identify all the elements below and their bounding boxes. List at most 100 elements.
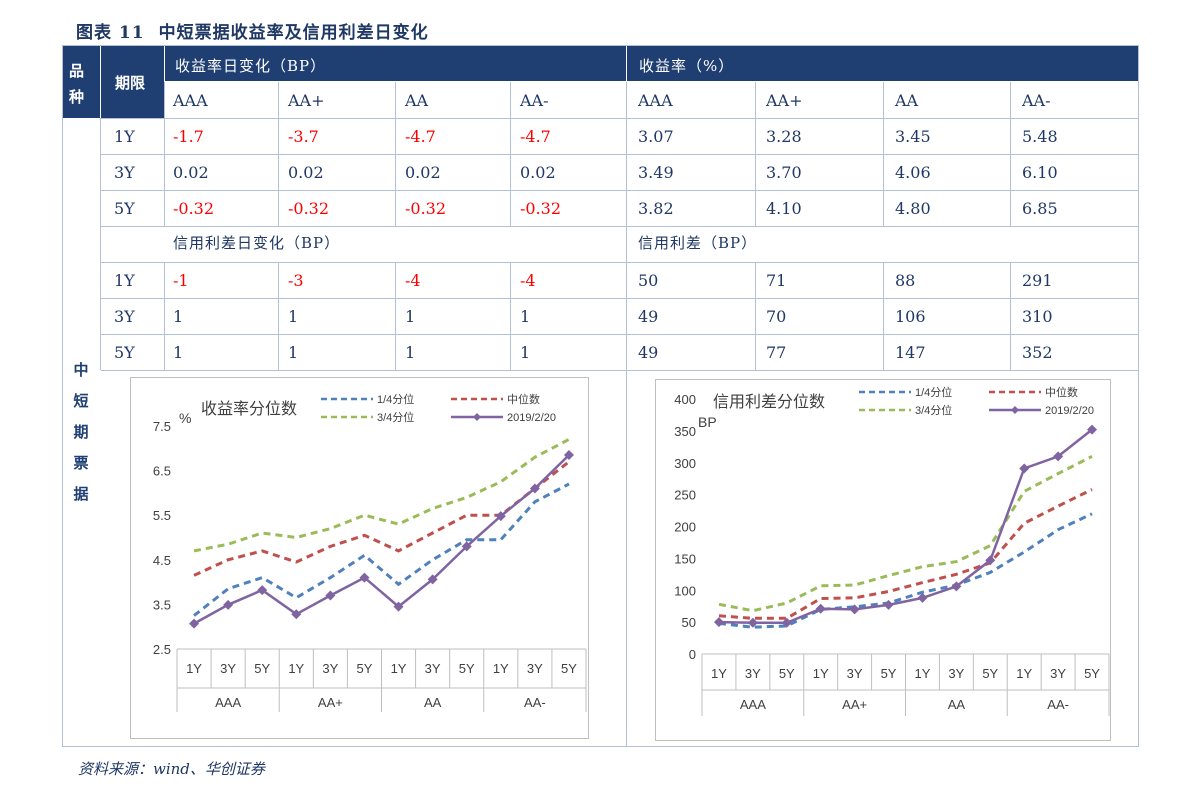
grid-line [101, 262, 1138, 263]
spread-header: 信用利差（BP） [638, 234, 758, 252]
data-point [849, 604, 860, 615]
y-tick-label: 7.5 [153, 419, 171, 434]
header-term: 期限 [101, 46, 164, 118]
x-tick-label: 3Y [948, 666, 964, 681]
y-tick-label: 250 [674, 488, 696, 503]
spread-cell: 310 [1022, 307, 1053, 326]
legend-label: 中位数 [507, 392, 540, 406]
legend-label: 2019/2/20 [507, 412, 556, 424]
spread-change-cell: -3 [288, 271, 304, 290]
grid-line [1010, 262, 1011, 370]
source-note: 资料来源：wind、华创证券 [78, 760, 265, 778]
series-line [718, 455, 1093, 613]
header-yield: 收益率（%） [627, 46, 1138, 81]
grid-line [510, 262, 511, 370]
spread-cell: 71 [766, 271, 787, 290]
x-tick-label: 5Y [561, 661, 577, 676]
grid-line [100, 118, 101, 370]
data-point [951, 581, 962, 592]
grid-line [278, 262, 279, 370]
x-tick-label: 1Y [288, 661, 304, 676]
term-cell: 5Y [114, 199, 135, 218]
data-point [1087, 424, 1098, 435]
group-label: AA+ [842, 697, 867, 712]
data-point [461, 541, 472, 552]
spread-change-cell: 1 [405, 307, 416, 326]
y-tick-label: 5.5 [153, 508, 171, 523]
grid-line [101, 334, 1138, 335]
y-tick-label: 300 [674, 456, 696, 471]
group-label: AA [948, 697, 966, 712]
yield-cell: 3.07 [638, 127, 674, 146]
spread-change-cell: 1 [173, 343, 184, 362]
legend-label: 3/4分位 [915, 403, 952, 417]
series-line [193, 454, 570, 625]
group-label: AAA [740, 697, 766, 712]
yield-cell: 4.06 [895, 163, 931, 182]
x-tick-label: 3Y [745, 666, 761, 681]
legend-label: 3/4分位 [377, 410, 414, 424]
header-yield-change-label: 收益率日变化（BP） [175, 57, 327, 75]
y-tick-label: 50 [682, 615, 696, 630]
legend-label: 1/4分位 [377, 392, 414, 406]
group-label: AA- [1047, 697, 1069, 712]
data-point [883, 599, 894, 610]
spread-change-cell: 1 [288, 307, 299, 326]
series-line [718, 488, 1093, 620]
yield-change-cell: 0.02 [520, 163, 556, 182]
yield-change-cell: -0.32 [288, 199, 330, 218]
group-label: AA+ [318, 695, 343, 710]
yield-cell: 4.10 [766, 199, 802, 218]
y-tick-label: 400 [674, 392, 696, 407]
yield-change-cell: 0.02 [173, 163, 209, 182]
figure-frame [62, 45, 1139, 747]
x-tick-label: 3Y [1050, 666, 1066, 681]
x-tick-label: 1Y [493, 661, 509, 676]
y-tick-label: 6.5 [153, 464, 171, 479]
grid-line [164, 262, 165, 370]
grid-line [1010, 82, 1011, 226]
yield-change-cell: 0.02 [405, 163, 441, 182]
figure-caption: 中短票据收益率及信用利差日变化 [158, 23, 429, 43]
spread-cell: 49 [638, 343, 659, 362]
grid-line [510, 82, 511, 226]
term-cell: 3Y [114, 307, 135, 326]
legend-marker [473, 413, 481, 421]
term-cell: 3Y [114, 163, 135, 182]
series-line [193, 482, 570, 617]
spread-change-cell: -1 [173, 271, 189, 290]
yield-cell: 6.10 [1022, 163, 1058, 182]
data-point [917, 592, 928, 603]
rating-header: AA+ [766, 91, 803, 110]
data-point [815, 603, 826, 614]
spread-change-header: 信用利差日变化（BP） [173, 234, 341, 252]
spread-change-cell: -4 [520, 271, 536, 290]
x-tick-label: 3Y [847, 666, 863, 681]
variety-label-char: 据 [73, 485, 89, 503]
data-point [189, 618, 200, 629]
x-tick-label: 5Y [982, 666, 998, 681]
grid-line [755, 82, 756, 226]
variety-label: 中短期票据 [62, 355, 100, 510]
x-tick-label: 1Y [186, 661, 202, 676]
data-point [257, 585, 268, 596]
data-point [713, 617, 724, 628]
yield-change-cell: -1.7 [173, 127, 204, 146]
y-tick-label: 2.5 [153, 642, 171, 657]
data-point [529, 483, 540, 494]
y-tick-label: 0 [689, 647, 696, 662]
term-cell: 1Y [114, 127, 135, 146]
spread-cell: 49 [638, 307, 659, 326]
data-point [393, 601, 404, 612]
x-tick-label: 1Y [915, 666, 931, 681]
spread-cell: 106 [895, 307, 926, 326]
chart-title: 信用利差分位数 [713, 393, 825, 411]
y-tick-label: 3.5 [153, 597, 171, 612]
legend-label: 中位数 [1045, 385, 1078, 399]
header-yield-change: 收益率日变化（BP） [165, 46, 626, 81]
yield-cell: 3.49 [638, 163, 674, 182]
rating-header: AA- [520, 91, 549, 110]
x-tick-label: 3Y [527, 661, 543, 676]
figure-label: 图表 11 [76, 23, 145, 43]
y-tick-label: 4.5 [153, 553, 171, 568]
